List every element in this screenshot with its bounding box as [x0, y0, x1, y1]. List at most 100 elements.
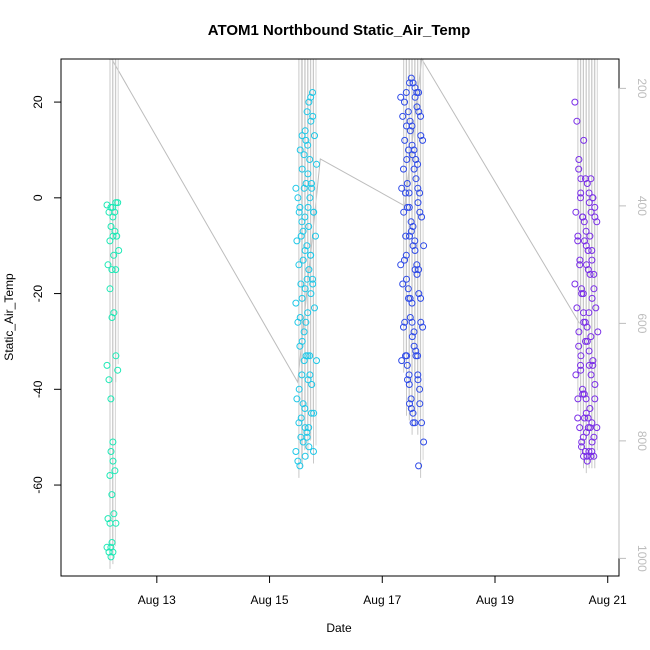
data-point: [411, 247, 419, 254]
data-point: [305, 223, 313, 230]
data-point: [400, 323, 407, 331]
data-point: [296, 203, 304, 211]
data-point: [304, 376, 312, 384]
data-point: [107, 395, 115, 403]
data-point: [588, 294, 596, 302]
data-point: [307, 117, 315, 125]
data-point: [406, 127, 414, 135]
data-point: [579, 290, 587, 298]
data-point: [295, 208, 303, 216]
data-point: [575, 342, 583, 350]
flight-connector-line: [111, 57, 580, 384]
y-left-tick-label: -40: [31, 380, 45, 398]
data-point: [582, 409, 590, 417]
data-point: [410, 146, 418, 154]
chart-title: ATOM1 Northbound Static_Air_Temp: [208, 22, 471, 39]
data-point: [405, 381, 413, 388]
data-point: [584, 266, 592, 274]
data-point: [301, 424, 309, 432]
data-point: [303, 428, 311, 436]
data-point: [308, 180, 315, 187]
data-point: [103, 361, 111, 369]
data-point: [416, 400, 424, 408]
y-left-tick-label: -20: [31, 285, 45, 303]
data-point: [583, 428, 590, 436]
data-point: [111, 227, 119, 235]
data-point: [114, 199, 122, 207]
data-point: [571, 98, 579, 106]
data-point: [575, 156, 583, 163]
data-point: [296, 314, 304, 321]
data-point: [408, 318, 416, 326]
data-point: [398, 184, 406, 192]
data-point: [584, 414, 592, 422]
data-point: [588, 247, 596, 254]
data-point-layer: [103, 74, 602, 561]
data-point: [397, 261, 405, 269]
data-point: [577, 366, 585, 374]
data-point: [304, 203, 312, 211]
data-point: [584, 247, 592, 254]
data-point: [406, 79, 413, 87]
data-point: [420, 242, 428, 250]
data-point: [399, 280, 407, 288]
data-point: [111, 208, 119, 216]
data-point: [409, 409, 417, 417]
data-point: [296, 462, 304, 470]
x-tick-label: Aug 19: [476, 593, 514, 607]
data-point: [303, 108, 311, 116]
data-point: [302, 318, 310, 326]
data-point: [576, 424, 584, 432]
data-point: [111, 467, 119, 475]
data-point: [293, 395, 301, 403]
data-point: [580, 452, 587, 460]
data-point: [294, 194, 302, 202]
data-point: [593, 218, 601, 226]
data-point: [309, 280, 317, 288]
data-point: [579, 385, 586, 393]
data-point: [305, 266, 313, 274]
data-point: [104, 515, 112, 523]
data-point: [407, 218, 415, 226]
data-point: [417, 112, 425, 120]
data-point: [292, 299, 300, 307]
data-point: [588, 256, 596, 264]
data-point: [107, 448, 115, 455]
data-point: [308, 184, 316, 192]
data-point: [406, 314, 414, 321]
data-point: [405, 189, 413, 197]
data-point: [306, 371, 314, 379]
data-point: [419, 136, 427, 144]
data-point: [409, 79, 417, 87]
data-point: [308, 409, 315, 417]
data-point: [295, 385, 303, 393]
data-point: [404, 285, 412, 293]
data-point: [582, 227, 590, 235]
data-point: [399, 112, 407, 120]
y-left-tick-label: 0: [31, 194, 45, 201]
data-point: [414, 160, 422, 168]
data-point: [412, 175, 420, 183]
data-point: [590, 452, 598, 460]
data-point: [580, 309, 587, 317]
y-left-tick-label: -60: [31, 476, 45, 494]
data-point: [582, 395, 590, 403]
data-point: [576, 261, 584, 269]
data-point: [112, 519, 120, 527]
data-point: [587, 452, 595, 460]
data-point: [581, 237, 588, 245]
data-point: [590, 270, 598, 278]
data-point: [419, 323, 427, 331]
data-point: [106, 472, 114, 479]
data-point: [310, 409, 318, 417]
data-point: [401, 256, 408, 264]
data-point: [573, 117, 581, 125]
data-point: [306, 194, 314, 202]
data-point: [408, 141, 416, 149]
data-point: [404, 376, 411, 384]
data-point: [401, 98, 408, 106]
data-point: [414, 371, 422, 379]
data-point: [300, 357, 308, 365]
data-point: [586, 405, 594, 412]
